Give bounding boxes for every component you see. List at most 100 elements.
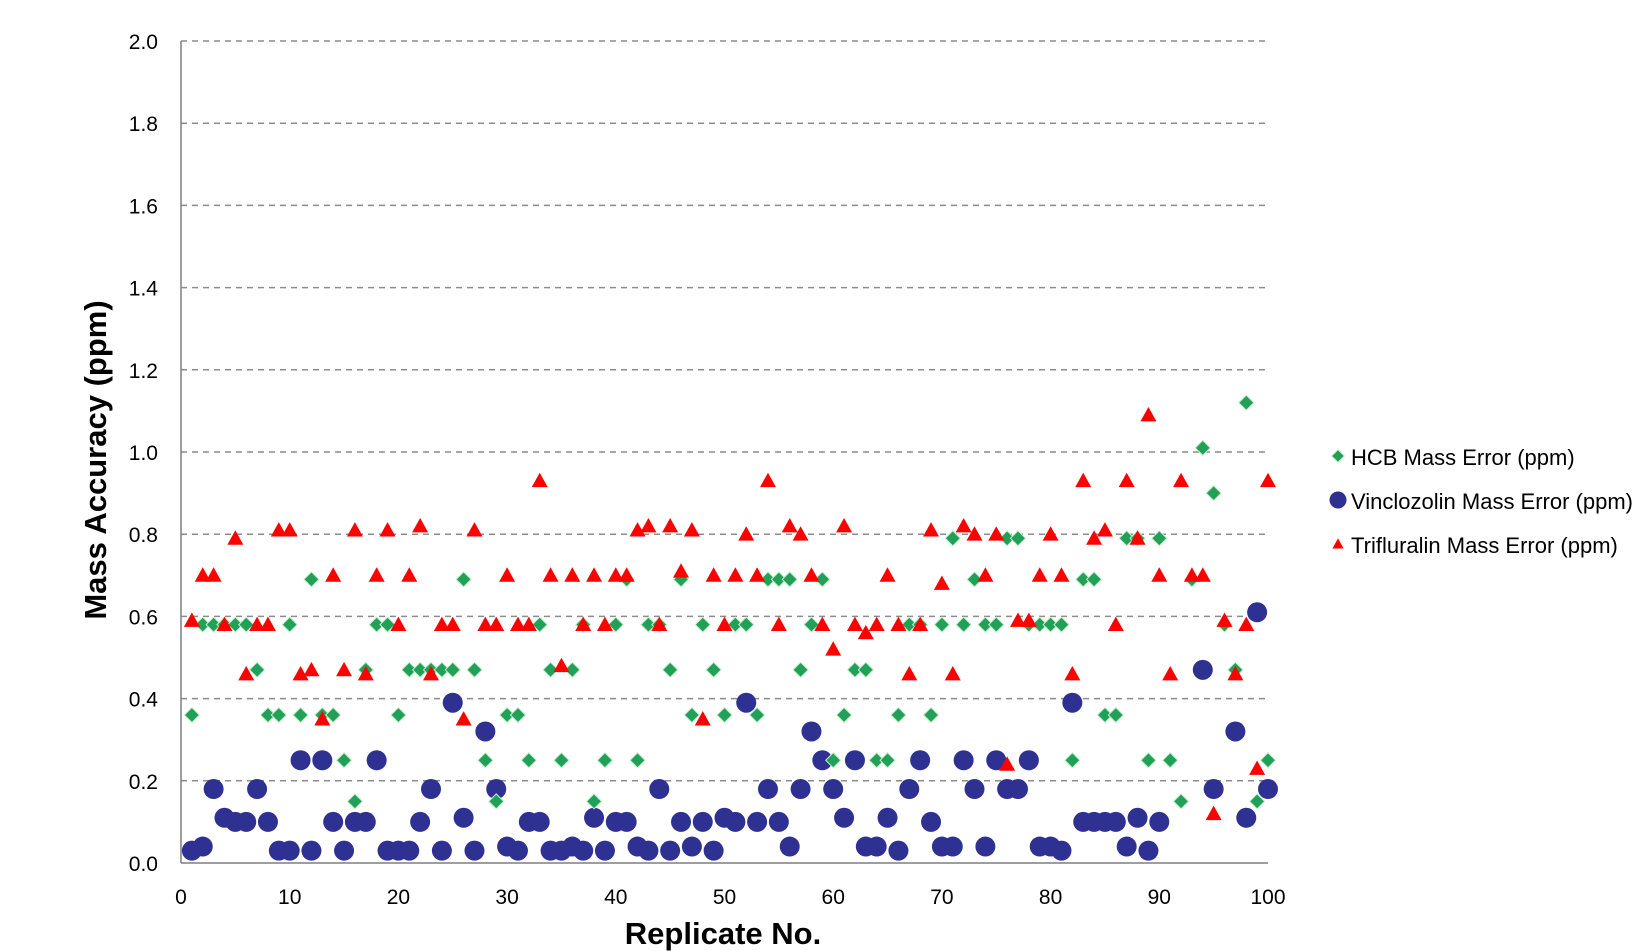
data-point [586,567,603,582]
data-point [529,811,550,832]
y-tick-label: 0.6 [129,606,158,629]
data-point [846,661,864,679]
data-point [1031,616,1048,633]
data-point [1161,752,1179,769]
y-tick-label: 0.8 [129,524,158,547]
data-point [1138,840,1159,861]
data-point [346,522,363,537]
data-point [651,616,668,632]
data-point [1205,805,1222,821]
data-point [257,811,278,832]
legend-item: HCB Mass Error (ppm) [1330,445,1575,470]
data-point [488,793,505,810]
x-tick-label: 100 [1250,886,1285,909]
data-point [1064,665,1081,681]
data-point [236,811,257,832]
data-point [738,526,755,541]
data-point [1151,530,1168,547]
x-tick-label: 30 [495,886,518,909]
data-point [727,616,744,633]
data-point [1127,807,1148,828]
x-tick-label: 60 [822,886,845,909]
data-point [1162,665,1179,681]
data-point [421,779,442,800]
data-point [205,567,222,582]
y-tick-label: 0.0 [129,853,158,876]
data-point [640,517,657,533]
data-point [1216,612,1233,627]
data-point [509,616,526,632]
data-point [814,571,831,588]
data-point [705,661,722,679]
data-point [835,706,853,724]
data-point [1203,779,1224,800]
series-triangle-points [183,407,1276,821]
data-point [433,616,450,632]
data-point [183,612,200,627]
data-point [1149,811,1170,832]
data-point [694,616,711,633]
data-point [1020,612,1037,627]
data-point [1096,522,1113,537]
data-point [759,571,777,588]
data-point [629,752,646,769]
data-point [357,665,374,681]
data-point [1205,484,1222,502]
data-point [727,567,744,582]
data-point [933,575,950,590]
y-tick-label: 0.2 [129,771,158,794]
axes [180,41,1268,864]
data-point [477,752,494,769]
data-point [781,517,798,533]
data-point [1129,530,1146,545]
data-point [844,750,865,771]
data-point [955,616,972,633]
data-point [671,811,692,832]
data-point [1258,779,1278,800]
data-point [944,530,961,547]
data-point [1096,706,1114,724]
data-point [975,836,996,857]
data-point [401,661,418,679]
data-point [846,616,863,632]
data-point [553,657,570,673]
data-point [346,793,364,810]
data-point [227,530,244,545]
legend-item: Trifluralin Mass Error (ppm) [1332,533,1618,558]
data-point [1194,439,1211,457]
data-point [1172,793,1190,810]
data-point [748,706,766,724]
data-point [520,616,537,632]
data-points [181,394,1278,861]
data-point [325,567,342,582]
data-point [464,840,485,861]
data-point [866,836,887,857]
data-point [638,840,659,861]
data-point [890,706,907,724]
data-point [475,721,496,742]
data-point [183,706,201,724]
data-point [966,571,983,588]
legend: HCB Mass Error (ppm) Vinclozolin Mass Err… [1329,445,1633,558]
x-tick-label: 90 [1148,886,1171,909]
data-point [390,706,407,724]
data-point [988,616,1005,633]
data-point [1064,752,1081,769]
data-point [1009,530,1027,547]
data-point [899,779,920,800]
data-point [596,616,613,632]
data-point [694,711,711,726]
data-point [335,752,353,769]
data-point [705,567,722,582]
data-point [368,567,385,582]
data-point [596,752,614,769]
data-point [801,721,822,742]
data-point [520,752,538,769]
data-point [944,665,961,681]
y-tick-label: 2.0 [129,31,158,54]
data-point [453,807,474,828]
data-point [542,567,559,582]
data-point [531,472,548,488]
data-point [790,779,811,800]
